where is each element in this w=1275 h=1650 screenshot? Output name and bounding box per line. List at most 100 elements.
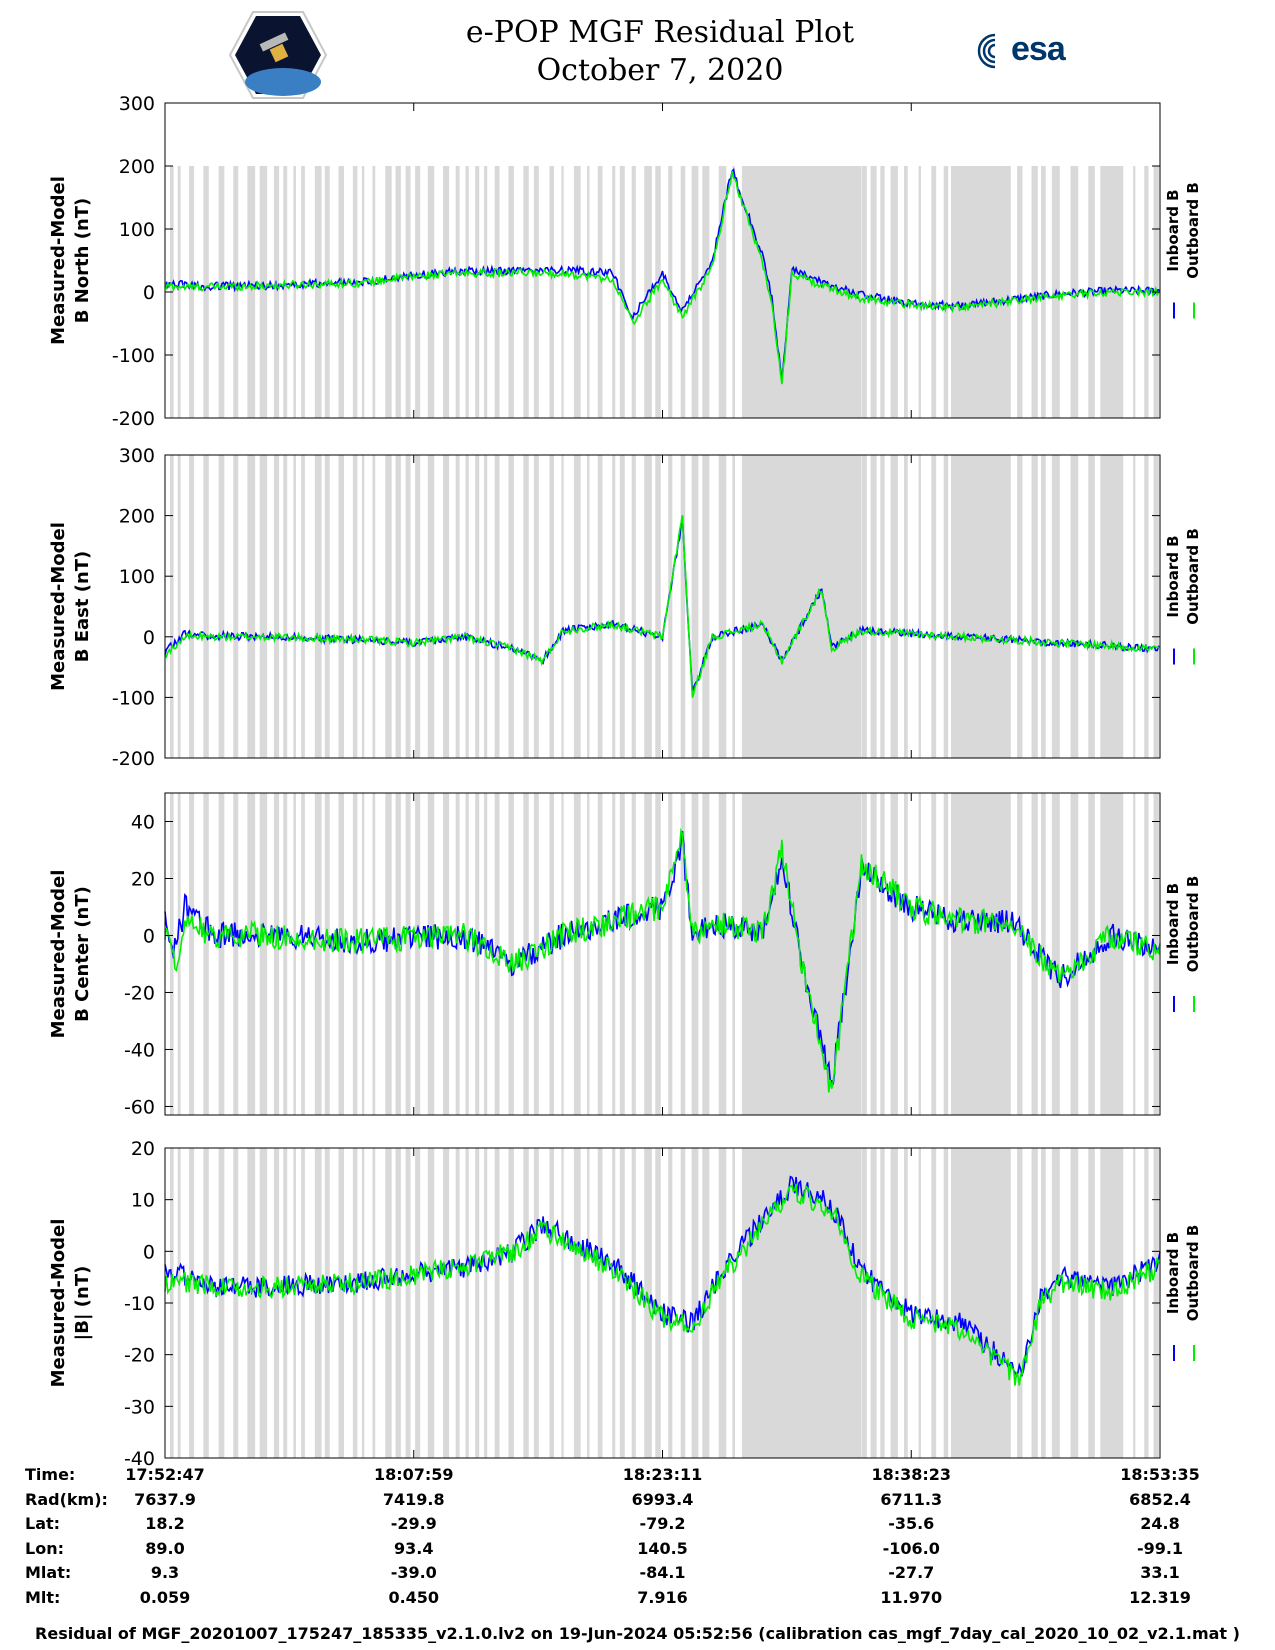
- shade-stripe: [484, 1148, 488, 1458]
- shade-stripe: [573, 455, 581, 758]
- shade-stripe: [301, 166, 305, 418]
- legend: Inboard B Outboard B: [1164, 182, 1202, 319]
- info-cell: 7637.9: [134, 1489, 196, 1509]
- shade-stripe: [870, 793, 877, 1115]
- y-tick-label: -20: [124, 982, 155, 1004]
- info-cell: 140.5: [637, 1538, 688, 1558]
- y-tick-label: -200: [112, 408, 155, 430]
- data-gap-shading: [169, 166, 1159, 418]
- title-line-2: October 7, 2020: [536, 53, 784, 88]
- shade-stripe: [619, 455, 625, 758]
- shade-stripe: [338, 166, 345, 418]
- title-line-1: e-POP MGF Residual Plot: [465, 15, 855, 50]
- shade-stripe: [293, 1148, 296, 1458]
- shade-stripe: [668, 455, 673, 758]
- shade-stripe: [943, 166, 949, 418]
- shade-stripe: [283, 793, 288, 1115]
- shade-stripe: [1041, 793, 1046, 1115]
- shade-stripe: [273, 1148, 280, 1458]
- shade-stripe: [644, 455, 652, 758]
- shade-stripe: [619, 1148, 625, 1458]
- info-cell: -27.7: [888, 1563, 935, 1582]
- shade-stripe: [385, 793, 392, 1115]
- shade-block: [951, 455, 1011, 758]
- shade-stripe: [455, 455, 460, 758]
- info-row-label: Lat:: [25, 1514, 61, 1533]
- shade-stripe: [718, 793, 727, 1115]
- shade-block: [1100, 793, 1121, 1115]
- shade-stripe: [1070, 455, 1079, 758]
- shade-stripe: [587, 455, 590, 758]
- esa-logo-text: esa: [1011, 30, 1066, 68]
- shade-stripe: [1017, 166, 1023, 418]
- shade-stripe: [259, 455, 268, 758]
- shade-block: [742, 166, 862, 418]
- legend-outboard-label: Outboard B: [1184, 1225, 1202, 1322]
- shade-stripe: [631, 455, 636, 758]
- shade-stripe: [890, 793, 898, 1115]
- info-cell: 6852.4: [1129, 1489, 1191, 1509]
- shade-stripe: [918, 166, 922, 418]
- info-row: Lat: 18.2 -29.9 -79.2 -35.6 24.8: [0, 1514, 1275, 1538]
- shade-stripe: [702, 455, 710, 758]
- shade-stripe: [861, 166, 867, 418]
- legend-inboard-label: Inboard B: [1164, 1232, 1182, 1314]
- shade-stripe: [931, 166, 937, 418]
- shade-stripe: [247, 166, 256, 418]
- shade-stripe: [691, 793, 699, 1115]
- shade-stripe: [293, 455, 296, 758]
- shade-stripe: [427, 455, 435, 758]
- shade-stripe: [904, 455, 908, 758]
- info-cell: 0.059: [139, 1587, 191, 1607]
- shade-stripe: [405, 793, 411, 1115]
- shade-stripe: [1070, 1148, 1079, 1458]
- shade-stripe: [718, 166, 727, 418]
- shade-stripe: [561, 793, 564, 1115]
- shade-stripe: [655, 166, 661, 418]
- shade-stripe: [189, 1148, 195, 1458]
- y-tick-label: 300: [119, 445, 155, 467]
- shade-stripe: [395, 166, 401, 418]
- shade-block: [1100, 1148, 1121, 1458]
- shade-block: [951, 166, 1011, 418]
- shade-stripe: [1017, 793, 1023, 1115]
- shade-stripe: [904, 166, 908, 418]
- shade-stripe: [587, 166, 590, 418]
- shade-stripe: [668, 793, 673, 1115]
- shade-stripe: [189, 166, 195, 418]
- shade-stripe: [508, 1148, 514, 1458]
- y-tick-label: 20: [131, 868, 155, 890]
- shade-stripe: [523, 166, 529, 418]
- shade-stripe: [338, 455, 345, 758]
- legend-outboard-label: Outboard B: [1184, 528, 1202, 625]
- shade-stripe: [338, 1148, 345, 1458]
- info-cell: 18:23:11: [622, 1465, 703, 1484]
- shade-stripe: [732, 1148, 735, 1458]
- shade-stripe: [1031, 1148, 1038, 1458]
- shade-stripe: [644, 793, 652, 1115]
- shade-stripe: [870, 1148, 877, 1458]
- info-cell: 24.8: [1140, 1514, 1180, 1533]
- shade-stripe: [443, 166, 450, 418]
- info-cell: 18:38:23: [871, 1465, 952, 1484]
- shade-stripe: [475, 166, 480, 418]
- shade-stripe: [691, 1148, 699, 1458]
- panel-1: 300 200 100 0 -100 -200 Measured-Model B North …: [48, 93, 1202, 430]
- info-row-label: Lon:: [25, 1538, 64, 1558]
- shade-stripe: [314, 455, 322, 758]
- shade-stripe: [523, 455, 529, 758]
- shade-stripe: [631, 166, 636, 418]
- shade-stripe: [918, 455, 922, 758]
- y-tick-label: 300: [119, 93, 155, 115]
- info-cell: -79.2: [639, 1514, 686, 1533]
- shade-stripe: [732, 793, 735, 1115]
- shade-stripe: [259, 166, 268, 418]
- panel-3: 40 20 0 -20 -40 -60 Measured-Model B Center (nT…: [48, 792, 1202, 1118]
- shade-stripe: [177, 1148, 181, 1458]
- y-tick-label: 0: [143, 627, 155, 649]
- info-cell: 12.319: [1129, 1587, 1191, 1607]
- y-axis-label-line-1: Measured-Model: [48, 870, 69, 1039]
- y-tick-label: -60: [124, 1096, 155, 1118]
- shade-stripe: [1051, 1148, 1060, 1458]
- shade-stripe: [203, 455, 209, 758]
